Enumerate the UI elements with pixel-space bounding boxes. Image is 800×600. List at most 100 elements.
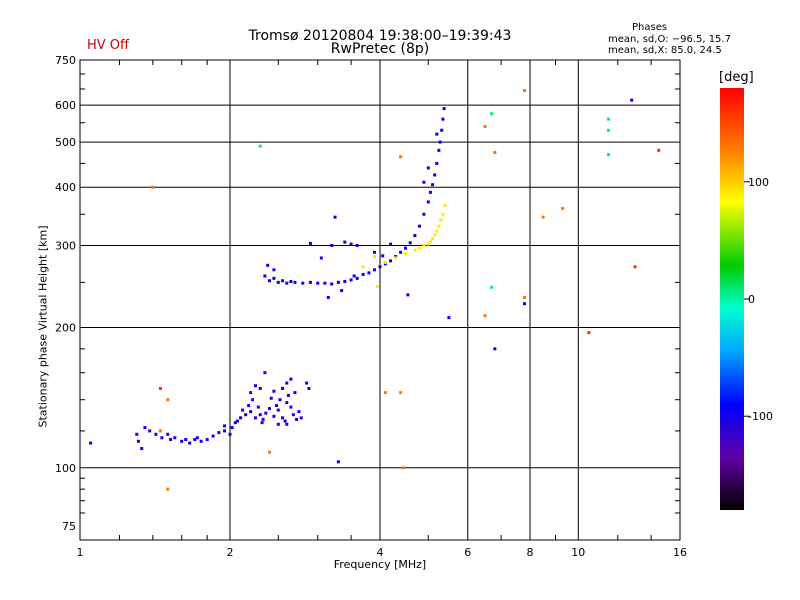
data-point — [355, 276, 359, 280]
data-point — [253, 384, 257, 388]
data-point — [389, 259, 393, 263]
data-point — [367, 271, 371, 275]
data-point — [399, 250, 403, 254]
y-tick-label: 750 — [55, 54, 76, 67]
data-point — [151, 185, 155, 189]
data-point — [193, 438, 197, 442]
data-point — [352, 274, 356, 278]
data-point — [607, 128, 611, 132]
data-point — [276, 408, 280, 412]
data-points — [89, 89, 661, 491]
data-point — [401, 466, 405, 470]
x-tick-label: 6 — [464, 546, 471, 559]
y-tick-label: 400 — [55, 181, 76, 194]
data-point — [373, 250, 377, 254]
data-point — [291, 413, 295, 417]
data-point — [355, 243, 359, 247]
data-point — [256, 405, 260, 409]
data-point — [490, 285, 494, 289]
data-point — [435, 229, 439, 233]
data-point — [340, 289, 344, 293]
data-point — [437, 224, 441, 228]
data-point — [297, 410, 301, 414]
data-point — [233, 421, 237, 425]
data-point — [281, 386, 285, 390]
data-point — [228, 432, 232, 436]
data-point — [523, 302, 527, 306]
data-point — [263, 274, 267, 278]
data-point — [561, 207, 565, 211]
data-point — [657, 148, 661, 152]
data-point — [275, 404, 279, 408]
data-point — [285, 422, 289, 426]
data-point — [428, 239, 432, 243]
data-point — [143, 426, 147, 430]
data-point — [381, 254, 385, 258]
data-point — [426, 200, 430, 204]
data-point — [235, 419, 239, 423]
data-point — [308, 241, 312, 245]
data-point — [278, 398, 282, 402]
data-point — [289, 280, 293, 284]
data-point — [135, 432, 139, 436]
data-point — [258, 144, 262, 148]
x-tick-label: 8 — [527, 546, 534, 559]
data-point — [633, 265, 637, 269]
data-point — [431, 183, 435, 187]
axis-ticks: 1 2 4 6 8 10 16 75 100 200 300 400 500 600 750 — [55, 54, 687, 559]
data-point — [166, 487, 170, 491]
data-point — [399, 155, 403, 159]
data-point — [428, 190, 432, 194]
data-point — [184, 438, 188, 442]
data-point — [422, 212, 426, 216]
data-point — [305, 381, 309, 385]
data-point — [336, 460, 340, 464]
data-point — [442, 107, 446, 111]
data-point — [349, 242, 353, 246]
data-point — [158, 386, 162, 390]
grid-lines — [80, 60, 680, 540]
data-point — [426, 242, 430, 246]
data-point — [205, 438, 209, 442]
y-tick-label: 100 — [55, 462, 76, 475]
data-point — [330, 282, 334, 286]
data-point — [267, 450, 271, 454]
data-point — [440, 128, 444, 132]
x-tick-label: 2 — [227, 546, 234, 559]
data-point — [439, 218, 443, 222]
data-point — [361, 265, 365, 269]
colorbar-tick-label: 100 — [748, 176, 769, 189]
data-point — [361, 272, 365, 276]
data-point — [443, 204, 447, 208]
data-point — [223, 424, 227, 428]
data-point — [89, 441, 93, 445]
data-point — [267, 279, 271, 283]
data-point — [308, 280, 312, 284]
data-point — [413, 248, 417, 252]
y-tick-label: 500 — [55, 136, 76, 149]
data-point — [438, 140, 442, 144]
colorbar-tick-label: -100 — [748, 410, 773, 423]
x-tick-label: 16 — [673, 546, 687, 559]
data-point — [607, 153, 611, 157]
data-point — [295, 417, 299, 421]
data-point — [343, 240, 347, 244]
data-point — [239, 416, 243, 420]
data-point — [211, 434, 215, 438]
data-point — [173, 436, 177, 440]
data-point — [490, 112, 494, 116]
data-point — [281, 416, 285, 420]
colorbar — [720, 88, 744, 510]
data-point — [258, 386, 262, 390]
data-point — [523, 89, 527, 93]
y-tick-label: 300 — [55, 239, 76, 252]
data-point — [289, 377, 293, 381]
chart-subtitle: RwPretec (8p) — [330, 41, 430, 57]
data-point — [230, 426, 234, 430]
data-point — [285, 401, 289, 405]
data-point — [244, 413, 248, 417]
data-point — [269, 396, 273, 400]
data-point — [383, 260, 387, 264]
data-point — [422, 180, 426, 184]
